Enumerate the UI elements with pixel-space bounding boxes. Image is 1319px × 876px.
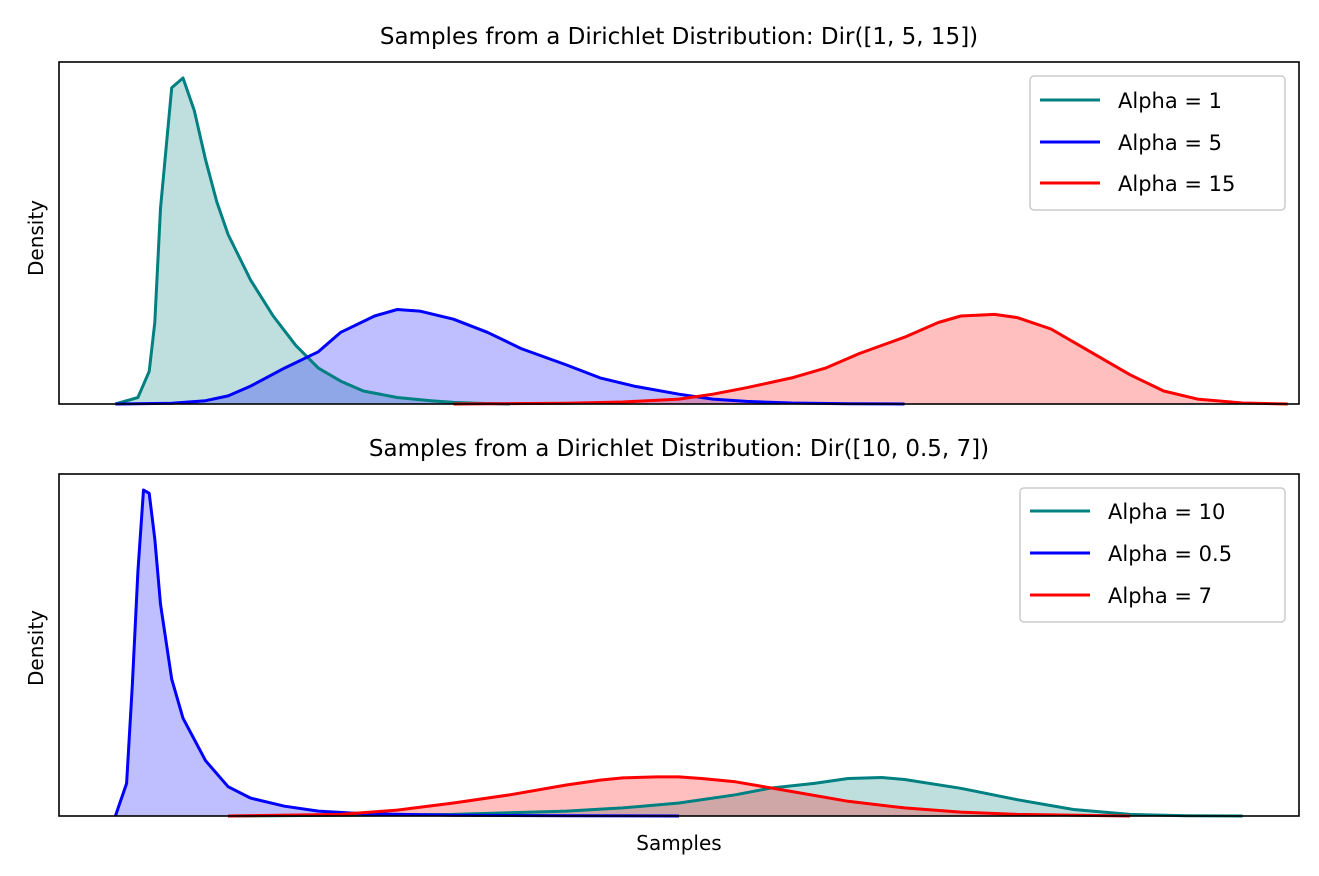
legend-entry: Alpha = 1 [1040,89,1222,113]
plot-marks-1 [114,76,1288,406]
density-line-alpha-15 [453,312,1288,406]
density-area-alpha-10 [228,777,1243,816]
legend-2: Alpha = 10 Alpha = 0.5 Alpha = 7 [1019,487,1286,623]
legend-entry: Alpha = 15 [1040,172,1235,196]
x-axis-label-2: Samples [636,831,721,855]
legend-label: Alpha = 1 [1118,89,1222,113]
density-line-alpha-10 [228,776,1243,818]
density-area-alpha-5 [115,309,905,404]
chart-panel-2: Samples from a Dirichlet Distribution: D… [24,436,1300,855]
density-area-alpha-15 [453,314,1288,404]
legend-entry: Alpha = 0.5 [1030,542,1232,566]
density-line-alpha-7 [228,775,1130,818]
axes-frame-2 [58,473,1300,817]
chart-title-2: Samples from a Dirichlet Distribution: D… [369,436,989,462]
legend-entry: Alpha = 10 [1030,500,1225,524]
y-axis-label-2: Density [24,610,48,686]
legend-label: Alpha = 0.5 [1108,542,1232,566]
density-line-alpha-5 [115,308,905,406]
density-area-alpha-7 [228,776,1130,816]
legend-label: Alpha = 10 [1108,500,1225,524]
density-area-alpha-0-5 [115,490,679,816]
legend-entry: Alpha = 5 [1040,131,1222,155]
density-area-alpha-1 [115,78,510,404]
plot-marks-2 [113,488,1243,818]
axes-frame-1 [58,61,1300,405]
legend-entry: Alpha = 7 [1030,584,1212,608]
chart-title-1: Samples from a Dirichlet Distribution: D… [380,24,978,50]
legend-box-2 [1019,487,1286,623]
legend-label: Alpha = 7 [1108,584,1212,608]
legend-box-1 [1029,75,1286,211]
chart-panel-1: Samples from a Dirichlet Distribution: D… [24,24,1300,406]
density-line-alpha-1 [114,76,510,406]
legend-label: Alpha = 5 [1118,131,1222,155]
legend-label: Alpha = 15 [1118,172,1235,196]
legend-1: Alpha = 1 Alpha = 5 Alpha = 15 [1029,75,1286,211]
y-axis-label-1: Density [24,200,48,276]
